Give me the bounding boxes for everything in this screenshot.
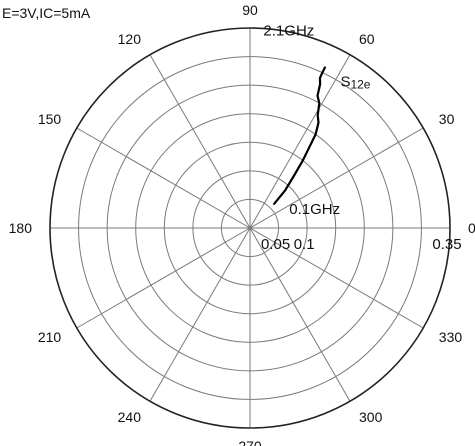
polar-grid	[49, 27, 451, 429]
grid-ring	[220, 198, 280, 258]
grid-ring	[163, 141, 337, 315]
grid-ring	[135, 113, 365, 343]
angle-tick-label: 330	[439, 329, 463, 345]
angle-labels: 0 30 60 90 120 150 180 210 240 270 300 330	[9, 2, 475, 446]
radial-tick-label: 0.05	[261, 236, 290, 253]
radial-tick-label: 0.35	[432, 236, 461, 253]
spoke-line	[249, 54, 351, 229]
grid-ring	[78, 56, 422, 400]
annotation-high-freq: 2.1GHz	[263, 22, 314, 39]
series-line-s12e	[273, 66, 326, 205]
radial-tick-label: 0.1	[294, 236, 315, 253]
series-layer	[273, 66, 326, 205]
radial-labels: 0.05 0.1 0.35	[261, 236, 462, 253]
outer-ring	[49, 27, 451, 429]
annotations: 2.1GHz 0.1GHz S12e	[263, 22, 370, 217]
angle-tick-label: 150	[38, 111, 62, 127]
angle-tick-label: 300	[359, 409, 383, 425]
angle-tick-label: 270	[238, 438, 262, 446]
angle-tick-label: 30	[439, 111, 455, 127]
angle-tick-label: 0	[468, 220, 475, 236]
condition-header: E=3V,IC=5mA	[2, 5, 91, 21]
angle-tick-label: 240	[118, 409, 142, 425]
grid-ring	[192, 170, 308, 286]
angle-tick-label: 120	[118, 31, 142, 47]
spoke-line	[76, 127, 251, 229]
spoke-line	[149, 227, 251, 402]
angle-tick-label: 180	[9, 220, 33, 236]
angle-tick-label: 60	[359, 31, 375, 47]
angle-tick-label: 210	[38, 329, 62, 345]
grid-ring	[106, 84, 394, 372]
angle-tick-label: 90	[242, 2, 258, 18]
spoke-line	[76, 227, 251, 329]
spoke-line	[249, 227, 351, 402]
spoke-line	[249, 127, 424, 229]
spoke-line	[249, 227, 424, 329]
spoke-line	[149, 54, 251, 229]
series-label-s12e: S12e	[340, 74, 370, 92]
annotation-low-freq: 0.1GHz	[289, 201, 340, 218]
